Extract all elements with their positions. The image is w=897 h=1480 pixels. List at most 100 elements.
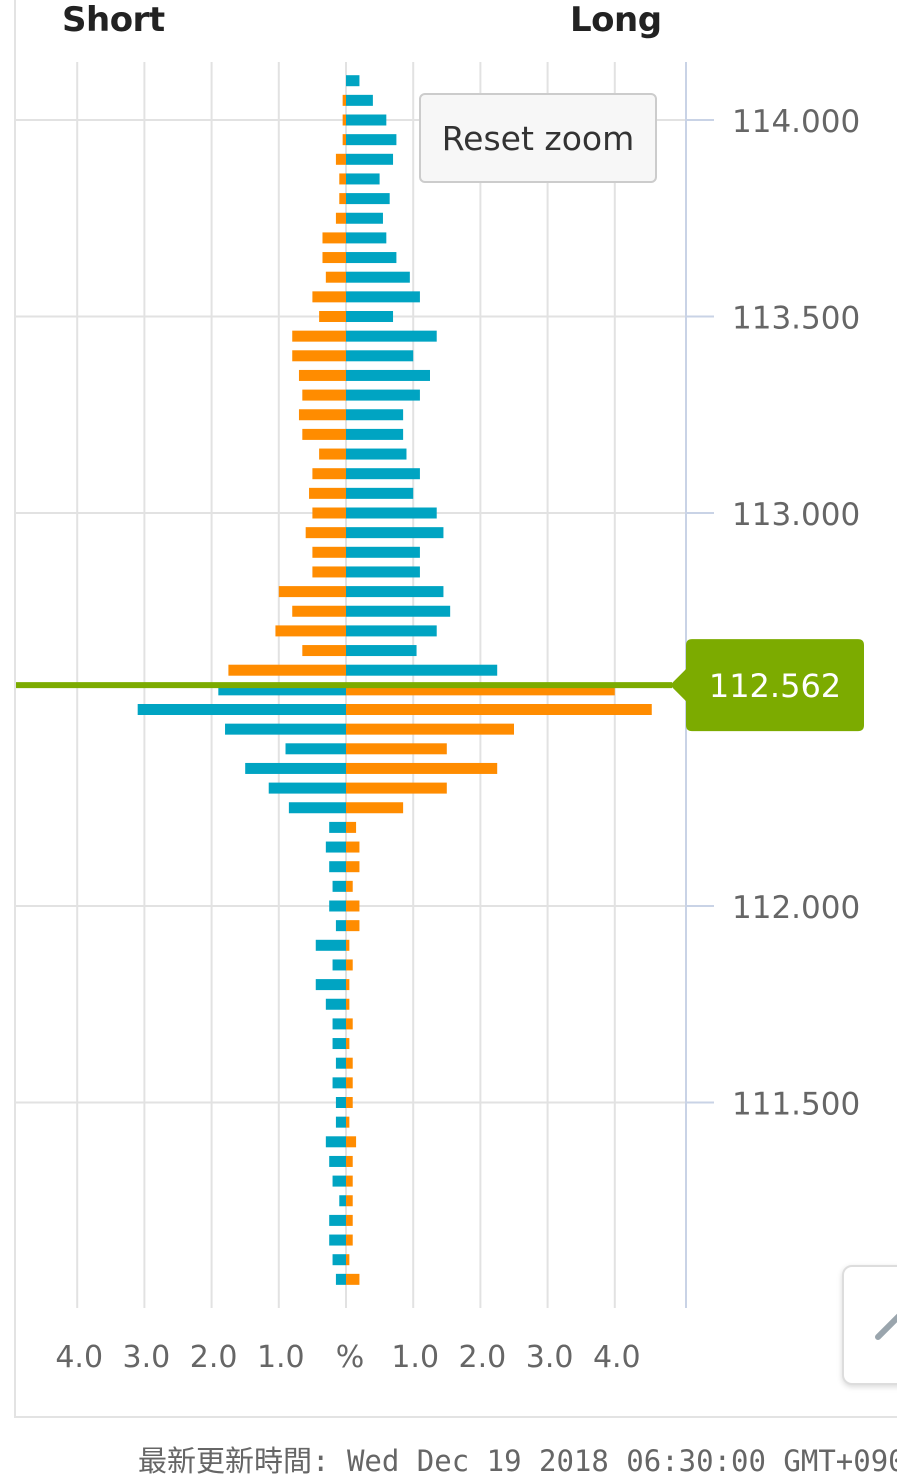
bar-short[interactable] [275, 625, 346, 637]
bar-long[interactable] [346, 1097, 353, 1108]
bar-long[interactable] [346, 311, 394, 322]
bar-long[interactable] [346, 998, 350, 1010]
bar-short[interactable] [312, 468, 346, 480]
bar-short[interactable] [305, 527, 346, 539]
reset-zoom-button[interactable]: Reset zoom [419, 93, 657, 183]
bar-short[interactable] [228, 664, 346, 676]
bar-short[interactable] [315, 939, 346, 951]
bar-long[interactable] [346, 939, 350, 951]
bar-short[interactable] [312, 566, 346, 578]
bar-long[interactable] [346, 1273, 360, 1285]
bar-short[interactable] [342, 94, 346, 106]
bar-long[interactable] [346, 880, 353, 892]
bar-long[interactable] [346, 723, 514, 735]
bar-long[interactable] [346, 1136, 357, 1148]
bar-short[interactable] [322, 252, 346, 264]
bar-short[interactable] [325, 1136, 346, 1148]
bar-long[interactable] [346, 782, 447, 794]
bar-long[interactable] [346, 448, 407, 460]
bar-short[interactable] [298, 369, 346, 381]
bar-short[interactable] [319, 448, 346, 460]
bar-short[interactable] [302, 645, 346, 657]
bar-short[interactable] [329, 821, 346, 833]
bar-short[interactable] [218, 684, 346, 696]
bar-short[interactable] [332, 1018, 346, 1030]
bar-long[interactable] [346, 75, 360, 87]
bar-long[interactable] [346, 802, 404, 814]
bar-short[interactable] [339, 193, 346, 205]
bar-long[interactable] [346, 841, 360, 853]
bar-long[interactable] [346, 350, 414, 362]
bar-long[interactable] [346, 1254, 350, 1266]
bar-short[interactable] [137, 704, 346, 715]
bar-long[interactable] [346, 645, 417, 657]
bar-long[interactable] [346, 153, 394, 165]
bar-long[interactable] [346, 1155, 353, 1167]
bar-long[interactable] [346, 1077, 353, 1089]
bar-short[interactable] [332, 1077, 346, 1089]
bar-short[interactable] [285, 743, 346, 755]
bar-long[interactable] [346, 291, 420, 303]
bar-short[interactable] [332, 1038, 346, 1050]
bar-long[interactable] [346, 527, 444, 539]
bar-long[interactable] [346, 684, 615, 696]
side-tool-button[interactable] [842, 1265, 897, 1385]
bar-short[interactable] [245, 762, 346, 774]
bar-long[interactable] [346, 1057, 353, 1069]
bar-long[interactable] [346, 114, 387, 126]
bar-short[interactable] [319, 311, 346, 322]
bar-short[interactable] [332, 880, 346, 892]
bar-short[interactable] [329, 900, 346, 912]
bar-short[interactable] [335, 920, 346, 932]
bar-short[interactable] [309, 487, 346, 499]
bar-long[interactable] [346, 762, 498, 774]
bar-long[interactable] [346, 507, 437, 519]
bar-long[interactable] [346, 1116, 350, 1128]
bar-long[interactable] [346, 487, 414, 499]
bar-long[interactable] [346, 389, 420, 401]
bar-short[interactable] [288, 802, 346, 814]
bar-short[interactable] [332, 959, 346, 971]
bar-long[interactable] [346, 605, 451, 617]
bar-short[interactable] [335, 1116, 346, 1128]
bar-short[interactable] [292, 330, 346, 342]
bar-long[interactable] [346, 861, 360, 873]
bar-long[interactable] [346, 821, 357, 833]
bar-short[interactable] [329, 861, 346, 873]
bar-short[interactable] [292, 350, 346, 362]
bar-long[interactable] [346, 134, 397, 146]
bar-short[interactable] [335, 212, 346, 224]
bar-long[interactable] [346, 428, 404, 440]
bar-long[interactable] [346, 369, 430, 381]
bar-long[interactable] [346, 586, 444, 598]
bar-long[interactable] [346, 566, 420, 578]
bar-long[interactable] [346, 212, 383, 224]
bar-short[interactable] [332, 1254, 346, 1266]
bar-long[interactable] [346, 252, 397, 264]
bar-short[interactable] [325, 841, 346, 853]
bar-short[interactable] [339, 173, 346, 185]
bar-long[interactable] [346, 1038, 350, 1050]
bar-long[interactable] [346, 232, 387, 244]
bar-short[interactable] [225, 723, 346, 735]
bar-long[interactable] [346, 193, 390, 205]
bar-long[interactable] [346, 1214, 353, 1226]
bar-long[interactable] [346, 546, 420, 558]
bar-short[interactable] [329, 1155, 346, 1167]
bar-short[interactable] [312, 546, 346, 558]
bar-long[interactable] [346, 1195, 353, 1207]
bar-long[interactable] [346, 743, 447, 755]
bar-long[interactable] [346, 900, 360, 912]
bar-short[interactable] [315, 979, 346, 991]
bar-short[interactable] [292, 605, 346, 617]
bar-long[interactable] [346, 271, 410, 283]
bar-long[interactable] [346, 959, 353, 971]
bar-short[interactable] [342, 114, 346, 126]
bar-short[interactable] [335, 153, 346, 165]
bar-long[interactable] [346, 664, 498, 676]
bar-long[interactable] [346, 979, 350, 991]
bar-long[interactable] [346, 625, 437, 637]
bar-long[interactable] [346, 1018, 353, 1030]
bar-short[interactable] [322, 232, 346, 244]
